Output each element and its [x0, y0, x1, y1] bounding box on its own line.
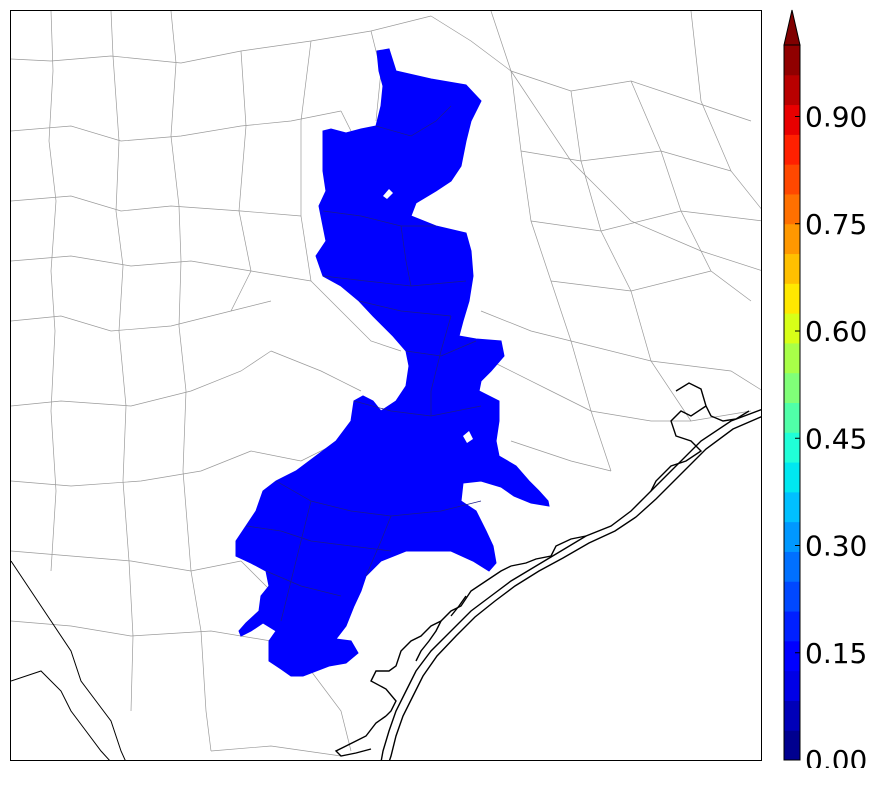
colorbar-svg: 0.00 0.15 0.30 0.45 0.60 0.75 0.90 [783, 9, 867, 777]
colorbar-tick-label: 0.90 [805, 101, 867, 134]
colorbar-swatch [784, 223, 800, 255]
colorbar-swatch [784, 521, 800, 552]
colorbar-tick-label: 0.30 [805, 530, 867, 563]
colorbar-swatch [784, 164, 800, 195]
colorbar-swatch [784, 283, 800, 314]
colorbar-swatch [784, 730, 800, 761]
colorbar-frame [783, 44, 801, 761]
colorbar-swatch [784, 491, 800, 523]
colorbar-swatch [784, 74, 800, 106]
map-canvas [11, 11, 761, 760]
colorbar-tick-label: 0.60 [805, 315, 867, 348]
colorbar-swatch [784, 402, 800, 433]
colorbar-swatch [784, 342, 800, 374]
colorbar-swatches [783, 9, 801, 761]
colorbar-ticks: 0.00 0.15 0.30 0.45 0.60 0.75 0.90 [795, 101, 867, 777]
colorbar-swatch [784, 551, 800, 582]
colorbar-swatch [784, 372, 800, 403]
map-panel [10, 10, 762, 761]
colorbar-swatch [784, 45, 800, 76]
colorbar-tick-label: 0.15 [805, 637, 867, 670]
region-hole [383, 189, 393, 199]
colorbar-swatch [784, 670, 800, 701]
colorbar-swatch [784, 193, 800, 225]
county-boundaries-over-region [245, 105, 482, 622]
colorbar-swatch [784, 313, 800, 344]
colorbar-tick-label: 0.00 [805, 744, 867, 768]
region-hole [463, 431, 473, 443]
colorbar-tick-label: 0.75 [805, 208, 867, 241]
colorbar-swatch [784, 700, 800, 731]
border-lines [11, 560, 126, 760]
shaded-region [235, 48, 550, 677]
colorbar-swatch [784, 462, 800, 493]
colorbar-swatch [784, 640, 800, 672]
colorbar-swatch [784, 253, 800, 284]
colorbar-swatch [784, 432, 800, 463]
colorbar: 0.00 0.15 0.30 0.45 0.60 0.75 0.90 [783, 8, 877, 777]
colorbar-swatch [784, 104, 800, 135]
colorbar-swatch [784, 611, 800, 642]
colorbar-tick-label: 0.45 [805, 422, 867, 455]
coastline [334, 382, 761, 760]
colorbar-swatch [784, 134, 800, 165]
colorbar-swatch [784, 581, 800, 612]
colorbar-extend-arrow [783, 9, 801, 46]
